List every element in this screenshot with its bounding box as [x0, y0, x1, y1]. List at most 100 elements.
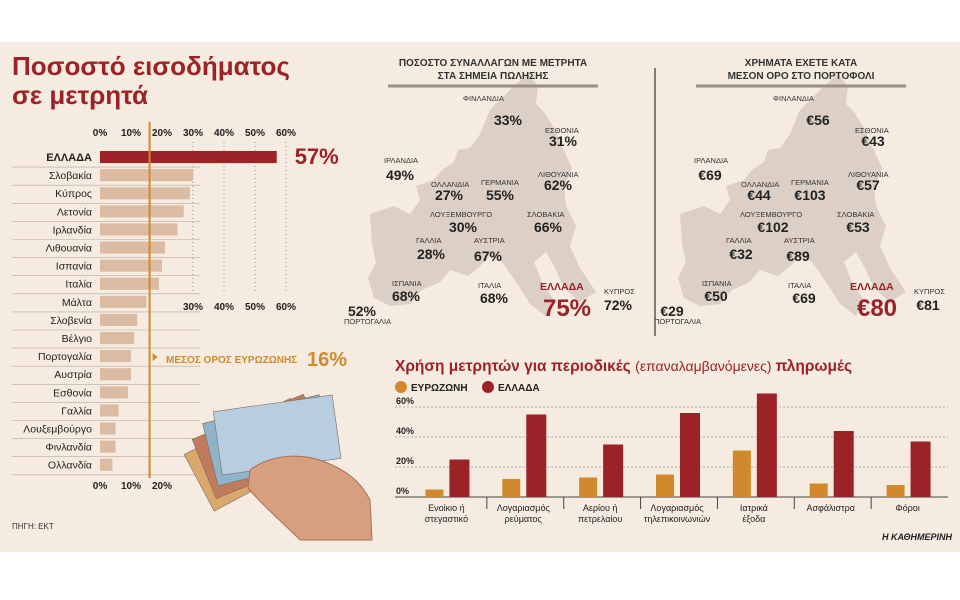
bar — [579, 477, 598, 497]
source-label: ΠΗΓΗ: ΕΚΤ — [12, 522, 54, 531]
x-tick-label: 40% — [214, 302, 234, 313]
chart-title: Χρήση μετρητών για περιοδικές (επαναλαμβ… — [395, 358, 852, 375]
map-country-label: ΕΣΘΟΝΙΑ — [545, 126, 579, 135]
map-country-label: ΣΛΟΒΑΚΙΑ — [527, 210, 564, 219]
map-value-label: 67% — [474, 248, 503, 264]
map-country-label: ΙΣΠΑΝΙΑ — [392, 279, 422, 288]
category-label: Ενοίκιο ή — [428, 503, 465, 513]
chart-title-part: (επαναλαμβανόμενες) — [635, 358, 775, 374]
map-value-label: €50 — [704, 288, 728, 304]
category-label: Ισπανία — [56, 261, 92, 273]
map-value-label: €57 — [856, 177, 880, 193]
bar — [449, 459, 470, 497]
map-value-label: €102 — [757, 219, 788, 235]
category-label: Λογαριασμός — [497, 503, 551, 513]
category-label: ΕΛΛΑΔΑ — [46, 152, 92, 164]
bar — [100, 332, 135, 345]
map-value-label: €69 — [792, 290, 816, 306]
bar — [502, 479, 521, 497]
bar — [886, 485, 905, 497]
map-title-line: ΣΤΑ ΣΗΜΕΙΑ ΠΩΛΗΣΗΣ — [438, 71, 549, 82]
map-country-label: ΚΥΠΡΟΣ — [914, 287, 945, 296]
bar — [100, 368, 131, 381]
category-label: Αερίου ή — [583, 503, 618, 513]
category-label: Ασφάλιστρα — [806, 503, 855, 513]
map-value-label: €80 — [857, 295, 897, 322]
legend-label: ΕΛΛΑΔΑ — [498, 383, 540, 394]
map-country-label: ΛΟΥΞΕΜΒΟΥΡΓΟ — [430, 210, 492, 219]
title-line: Ποσοστό εισοδήματος — [12, 51, 290, 81]
publisher-label: Η ΚΑΘΗΜΕΡΙΝΗ — [882, 532, 952, 542]
map-value-label: €81 — [916, 297, 940, 313]
title-line: σε μετρητά — [12, 80, 149, 110]
greece-value-label: 57% — [295, 144, 339, 169]
chart-title-part: πληρωμές — [775, 358, 852, 375]
map-title-line: ΧΡΗΜΑΤΑ ΕΧΕΤΕ ΚΑΤΑ — [745, 58, 857, 69]
x-tick-label: 40% — [214, 128, 234, 139]
category-label: Φινλανδία — [45, 442, 92, 454]
bar — [100, 458, 113, 471]
category-label: Φόροι — [895, 503, 919, 513]
bar — [603, 444, 624, 497]
category-label: Μάλτα — [62, 297, 92, 309]
map-country-label: ΛΟΥΞΕΜΒΟΥΡΓΟ — [740, 210, 802, 219]
bar — [100, 313, 138, 326]
bar — [100, 386, 128, 399]
category-label: τηλεπικοινωνιών — [644, 514, 711, 524]
map-country-label: ΙΡΛΑΝΔΙΑ — [384, 156, 418, 165]
map-value-label: €56 — [806, 112, 830, 128]
category-label: Σλοβακία — [49, 170, 92, 182]
map-value-label: 72% — [604, 297, 633, 313]
map-country-label: ΙΣΠΑΝΙΑ — [702, 279, 732, 288]
bar — [732, 450, 751, 497]
map-value-label: 75% — [543, 295, 591, 322]
map-country-label: ΓΑΛΛΙΑ — [726, 236, 752, 245]
map-country-label: ΙΤΑΛΙΑ — [478, 281, 501, 290]
map-value-label: 52% — [348, 303, 377, 319]
bar — [100, 169, 193, 182]
map-country-label: ΓΕΡΜΑΝΙΑ — [481, 178, 519, 187]
map-country-label: ΙΡΛΑΝΔΙΑ — [694, 156, 728, 165]
map-country-label: ΦΙΝΛΑΝΔΙΑ — [463, 94, 504, 103]
map-country-label: ΦΙΝΛΑΝΔΙΑ — [773, 94, 814, 103]
bar — [100, 350, 131, 363]
map-value-label: €29 — [660, 303, 684, 319]
category-label: Λιθουανία — [46, 243, 93, 255]
map-title-line: ΠΟΣΟΣΤΟ ΣΥΝΑΛΛΑΓΩΝ ΜΕ ΜΕΤΡΗΤΑ — [399, 58, 587, 69]
y-tick-label: 0% — [396, 486, 409, 496]
x-tick-label: 30% — [183, 302, 203, 313]
bar — [100, 404, 119, 417]
bar — [425, 489, 444, 497]
category-label: έξοδα — [742, 514, 765, 524]
map-value-label: €89 — [786, 248, 810, 264]
x-tick-label: 60% — [276, 128, 296, 139]
map-value-label: 68% — [392, 288, 421, 304]
map-country-label: ΑΥΣΤΡΙΑ — [784, 236, 815, 245]
map-value-label: 31% — [549, 133, 578, 149]
bar — [100, 223, 178, 236]
map-country-label: ΕΛΛΑΔΑ — [540, 281, 584, 293]
map-country-label: ΛΙΘΟΥΑΝΙΑ — [538, 170, 578, 179]
x-tick-label: 50% — [245, 302, 265, 313]
eurozone-average-label: ΜΕΣΟΣ ΟΡΟΣ ΕΥΡΩΖΩΝΗΣ — [166, 355, 297, 366]
bar — [100, 187, 190, 200]
category-label: Βέλγιο — [62, 333, 93, 345]
bar — [100, 205, 184, 218]
x-tick-label: 20% — [152, 128, 172, 139]
category-label: Ιταλία — [65, 279, 92, 291]
map-country-label: ΕΛΛΑΔΑ — [850, 281, 894, 293]
legend-label: ΕΥΡΩΖΩΝΗ — [411, 383, 468, 394]
category-label: Λουξεμβούργο — [23, 424, 92, 436]
y-tick-label: 20% — [396, 456, 414, 466]
category-label: στεγαστικό — [425, 514, 468, 524]
eurozone-average-value: 16% — [307, 349, 347, 371]
category-label: πετρελαίου — [578, 514, 622, 524]
map-value-label: €43 — [861, 133, 885, 149]
x-tick-label: 30% — [183, 128, 203, 139]
map-title-line: ΜΕΣΟΝ ΟΡΟ ΣΤΟ ΠΟΡΤΟΦΟΛΙ — [728, 71, 875, 82]
map-value-label: 62% — [544, 177, 573, 193]
